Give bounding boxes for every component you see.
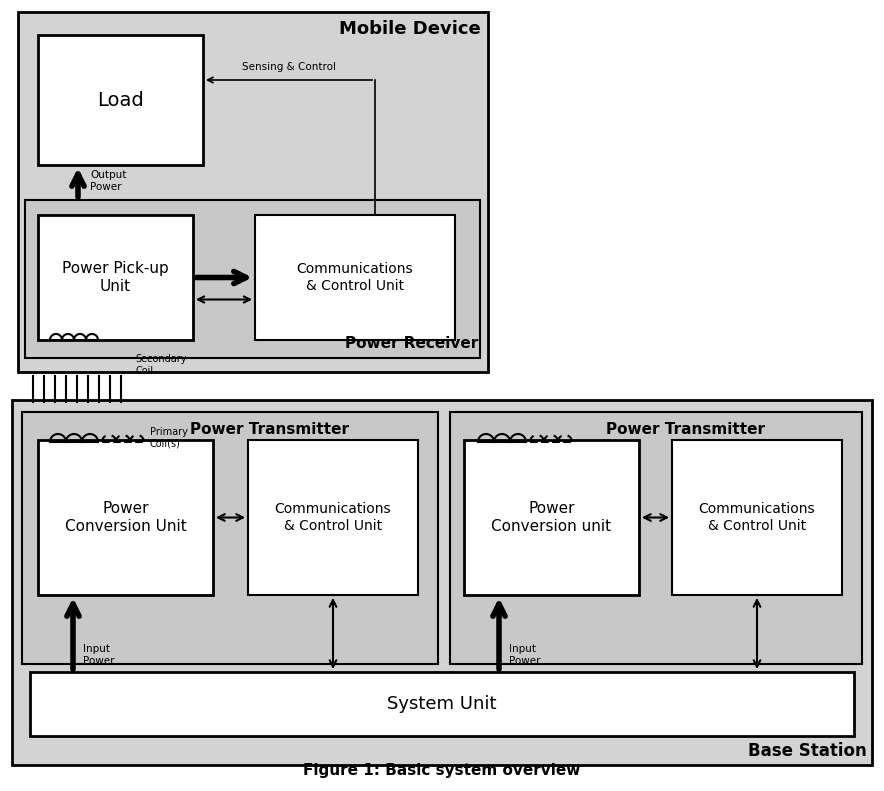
Text: Base Station: Base Station [748, 742, 866, 760]
Text: Input
Power: Input Power [83, 645, 115, 666]
Text: Mobile Device: Mobile Device [339, 20, 481, 38]
Bar [672, 440, 842, 595]
Text: Power Transmitter: Power Transmitter [190, 422, 349, 437]
Text: Power
Conversion Unit: Power Conversion Unit [65, 501, 187, 534]
Bar [255, 215, 455, 340]
Text: Power Receiver: Power Receiver [346, 336, 478, 351]
Text: System Unit: System Unit [387, 695, 497, 713]
Bar [38, 440, 213, 595]
Text: Primary
Coil(s): Primary Coil(s) [150, 427, 188, 448]
Bar [38, 215, 193, 340]
Bar [12, 400, 872, 765]
Text: Figure 1: Basic system overview: Figure 1: Basic system overview [303, 763, 581, 778]
Bar [38, 35, 203, 165]
Bar [22, 412, 438, 664]
Text: Sensing & Control: Sensing & Control [242, 62, 336, 72]
Text: Communications
& Control Unit: Communications & Control Unit [297, 263, 414, 293]
Bar [25, 200, 480, 358]
Text: Input
Power: Input Power [509, 645, 540, 666]
Text: Secondary
Coil: Secondary Coil [135, 354, 187, 376]
Text: Output
Power: Output Power [90, 170, 126, 192]
Text: Power Pick-up
Unit: Power Pick-up Unit [62, 261, 169, 293]
Text: Communications
& Control Unit: Communications & Control Unit [698, 502, 815, 532]
Bar [464, 440, 639, 595]
Text: Communications
& Control Unit: Communications & Control Unit [275, 502, 392, 532]
Bar [18, 12, 488, 372]
Text: Power
Conversion unit: Power Conversion unit [492, 501, 612, 534]
Bar [30, 672, 854, 736]
Text: Power Transmitter: Power Transmitter [606, 422, 766, 437]
Bar [248, 440, 418, 595]
Text: Load: Load [97, 90, 144, 109]
Bar [450, 412, 862, 664]
